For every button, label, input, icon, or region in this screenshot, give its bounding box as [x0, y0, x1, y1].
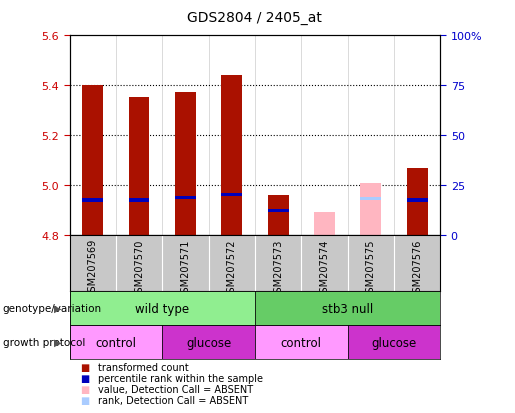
- Bar: [82, 85, 103, 236]
- Text: ▶: ▶: [54, 304, 62, 313]
- Bar: [360, 198, 381, 201]
- Bar: [129, 98, 149, 236]
- Text: GSM207575: GSM207575: [366, 239, 376, 298]
- Text: ▶: ▶: [54, 337, 62, 347]
- Bar: [70, 325, 162, 359]
- Text: stb3 null: stb3 null: [322, 302, 373, 315]
- Text: ■: ■: [80, 384, 89, 394]
- Text: GSM207570: GSM207570: [134, 239, 144, 298]
- Text: glucose: glucose: [371, 336, 417, 349]
- Bar: [268, 209, 288, 212]
- Text: GSM207576: GSM207576: [412, 239, 422, 298]
- Bar: [221, 76, 242, 236]
- Text: ■: ■: [80, 373, 89, 383]
- Bar: [360, 183, 381, 236]
- Bar: [162, 325, 255, 359]
- Bar: [255, 325, 348, 359]
- Bar: [175, 93, 196, 236]
- Bar: [175, 197, 196, 199]
- Text: glucose: glucose: [186, 336, 231, 349]
- Text: GDS2804 / 2405_at: GDS2804 / 2405_at: [187, 11, 322, 25]
- Text: control: control: [281, 336, 322, 349]
- Text: GSM207572: GSM207572: [227, 239, 237, 298]
- Text: genotype/variation: genotype/variation: [3, 304, 101, 313]
- Text: GSM207571: GSM207571: [180, 239, 191, 298]
- Text: percentile rank within the sample: percentile rank within the sample: [98, 373, 263, 383]
- Text: GSM207569: GSM207569: [88, 239, 98, 298]
- Bar: [129, 199, 149, 202]
- Text: ■: ■: [80, 395, 89, 405]
- Bar: [348, 325, 440, 359]
- Text: GSM207573: GSM207573: [273, 239, 283, 298]
- Bar: [255, 292, 440, 325]
- Text: value, Detection Call = ABSENT: value, Detection Call = ABSENT: [98, 384, 253, 394]
- Text: GSM207574: GSM207574: [319, 239, 330, 298]
- Text: ■: ■: [80, 363, 89, 373]
- Bar: [407, 199, 427, 202]
- Bar: [70, 292, 255, 325]
- Text: transformed count: transformed count: [98, 363, 188, 373]
- Bar: [221, 194, 242, 197]
- Text: control: control: [95, 336, 136, 349]
- Text: growth protocol: growth protocol: [3, 337, 85, 347]
- Bar: [268, 196, 288, 236]
- Bar: [314, 212, 335, 236]
- Bar: [407, 168, 427, 236]
- Bar: [82, 199, 103, 202]
- Text: wild type: wild type: [135, 302, 190, 315]
- Text: rank, Detection Call = ABSENT: rank, Detection Call = ABSENT: [98, 395, 248, 405]
